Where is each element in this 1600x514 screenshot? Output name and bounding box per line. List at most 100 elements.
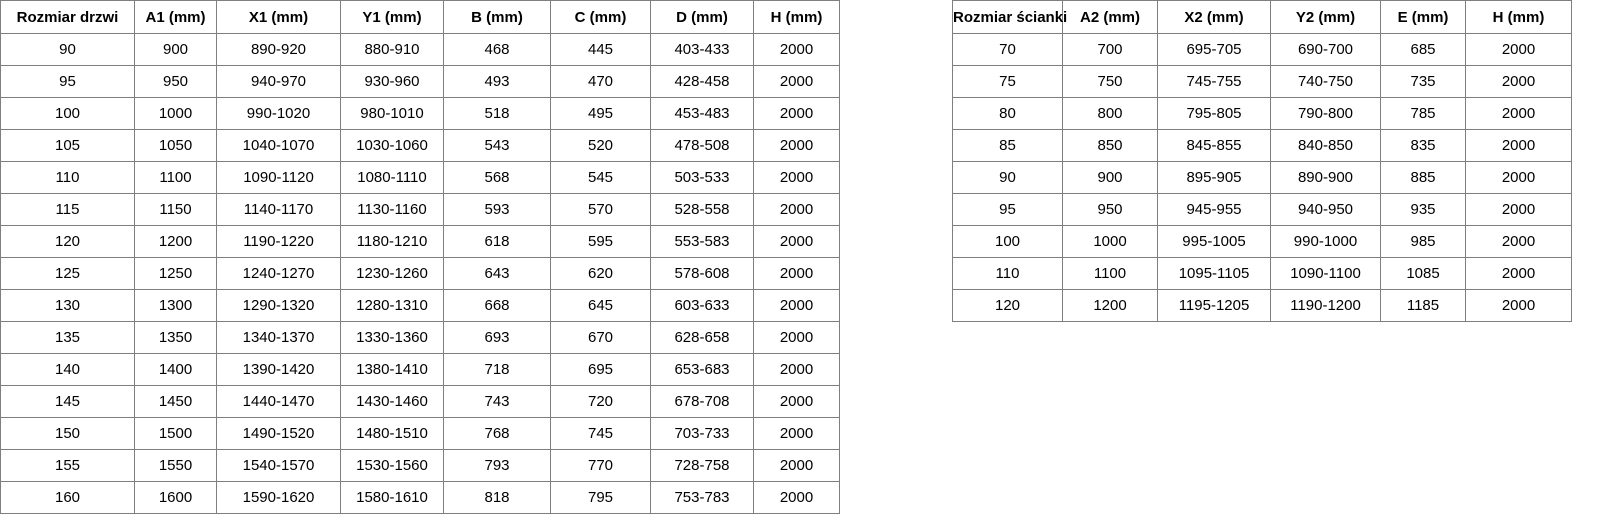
table-cell: 603-633	[650, 289, 754, 322]
table-cell: 95	[0, 65, 135, 98]
table-row: 80 800 795-805 790-800 785 2000	[952, 97, 1572, 130]
table-cell: 70	[952, 33, 1063, 66]
table-cell: 768	[443, 417, 551, 450]
column-header: Rozmiar ścianki	[952, 0, 1067, 34]
table-cell: 1000	[1062, 225, 1158, 258]
table-cell: 2000	[753, 449, 840, 482]
table-cell: 1390-1420	[216, 353, 341, 386]
column-header: Y1 (mm)	[340, 0, 444, 34]
table-cell: 155	[0, 449, 135, 482]
door-size-table-body: 90 900 890-920 880-910 468 445 403-433 2000 95 95…	[0, 33, 840, 514]
table-cell: 2000	[753, 33, 840, 66]
table-cell: 1000	[134, 97, 217, 130]
table-row: 115 1150 1140-1170 1130-1160 593 570 528-558 20…	[0, 193, 840, 226]
table-cell: 1480-1510	[340, 417, 444, 450]
table-header-row: Rozmiar drzwi A1 (mm) X1 (mm) Y1 (mm) B (mm)…	[0, 0, 840, 34]
table-cell: 140	[0, 353, 135, 386]
table-cell: 90	[952, 161, 1063, 194]
table-cell: 2000	[753, 193, 840, 226]
table-cell: 620	[550, 257, 651, 290]
table-cell: 750	[1062, 65, 1158, 98]
table-cell: 890-900	[1270, 161, 1381, 194]
table-cell: 493	[443, 65, 551, 98]
table-cell: 1185	[1380, 289, 1466, 322]
table-cell: 1540-1570	[216, 449, 341, 482]
table-cell: 2000	[753, 129, 840, 162]
table-cell: 1130-1160	[340, 193, 444, 226]
table-cell: 653-683	[650, 353, 754, 386]
table-cell: 2000	[753, 481, 840, 514]
table-cell: 2000	[1465, 225, 1572, 258]
table-cell: 2000	[1465, 97, 1572, 130]
table-cell: 818	[443, 481, 551, 514]
table-cell: 1250	[134, 257, 217, 290]
table-cell: 900	[1062, 161, 1158, 194]
table-cell: 1450	[134, 385, 217, 418]
table-cell: 1230-1260	[340, 257, 444, 290]
table-cell: 1330-1360	[340, 321, 444, 354]
wall-panel-size-table: Rozmiar ścianki A2 (mm) X2 (mm) Y2 (mm) E (m…	[952, 0, 1572, 322]
table-row: 155 1550 1540-1570 1530-1560 793 770 728-758 20…	[0, 449, 840, 482]
table-row: 125 1250 1240-1270 1230-1260 643 620 578-608 20…	[0, 257, 840, 290]
column-header: A2 (mm)	[1062, 0, 1158, 34]
table-cell: 520	[550, 129, 651, 162]
table-cell: 1140-1170	[216, 193, 341, 226]
table-cell: 753-783	[650, 481, 754, 514]
table-cell: 110	[952, 257, 1063, 290]
table-cell: 785	[1380, 97, 1466, 130]
table-cell: 1340-1370	[216, 321, 341, 354]
table-cell: 668	[443, 289, 551, 322]
table-cell: 850	[1062, 129, 1158, 162]
table-cell: 693	[443, 321, 551, 354]
table-cell: 670	[550, 321, 651, 354]
table-cell: 1150	[134, 193, 217, 226]
table-cell: 795	[550, 481, 651, 514]
table-row: 90 900 895-905 890-900 885 2000	[952, 161, 1572, 194]
table-cell: 2000	[753, 417, 840, 450]
table-cell: 2000	[753, 257, 840, 290]
table-row: 95 950 940-970 930-960 493 470 428-458 2000	[0, 65, 840, 98]
table-cell: 795-805	[1157, 97, 1271, 130]
table-cell: 1300	[134, 289, 217, 322]
table-cell: 643	[443, 257, 551, 290]
table-cell: 2000	[1465, 129, 1572, 162]
table-cell: 1095-1105	[1157, 257, 1271, 290]
table-cell: 950	[134, 65, 217, 98]
table-cell: 895-905	[1157, 161, 1271, 194]
table-cell: 940-970	[216, 65, 341, 98]
table-cell: 1600	[134, 481, 217, 514]
table-cell: 1200	[1062, 289, 1158, 322]
table-cell: 593	[443, 193, 551, 226]
table-cell: 685	[1380, 33, 1466, 66]
table-cell: 1280-1310	[340, 289, 444, 322]
table-row: 130 1300 1290-1320 1280-1310 668 645 603-633 20…	[0, 289, 840, 322]
table-cell: 2000	[753, 97, 840, 130]
table-cell: 695	[550, 353, 651, 386]
table-cell: 835	[1380, 129, 1466, 162]
table-cell: 468	[443, 33, 551, 66]
table-cell: 470	[550, 65, 651, 98]
table-cell: 1530-1560	[340, 449, 444, 482]
column-header: X1 (mm)	[216, 0, 341, 34]
table-cell: 793	[443, 449, 551, 482]
table-cell: 745-755	[1157, 65, 1271, 98]
table-cell: 445	[550, 33, 651, 66]
table-cell: 2000	[753, 289, 840, 322]
table-cell: 930-960	[340, 65, 444, 98]
table-cell: 1440-1470	[216, 385, 341, 418]
table-cell: 90	[0, 33, 135, 66]
table-cell: 528-558	[650, 193, 754, 226]
table-cell: 543	[443, 129, 551, 162]
table-cell: 100	[0, 97, 135, 130]
table-cell: 1490-1520	[216, 417, 341, 450]
table-row: 145 1450 1440-1470 1430-1460 743 720 678-708 20…	[0, 385, 840, 418]
table-cell: 2000	[1465, 257, 1572, 290]
table-cell: 990-1020	[216, 97, 341, 130]
door-size-table: Rozmiar drzwi A1 (mm) X1 (mm) Y1 (mm) B (mm)…	[0, 0, 840, 514]
table-cell: 800	[1062, 97, 1158, 130]
table-cell: 995-1005	[1157, 225, 1271, 258]
table-cell: 678-708	[650, 385, 754, 418]
table-row: 135 1350 1340-1370 1330-1360 693 670 628-658 20…	[0, 321, 840, 354]
column-header: H (mm)	[753, 0, 840, 34]
table-cell: 880-910	[340, 33, 444, 66]
